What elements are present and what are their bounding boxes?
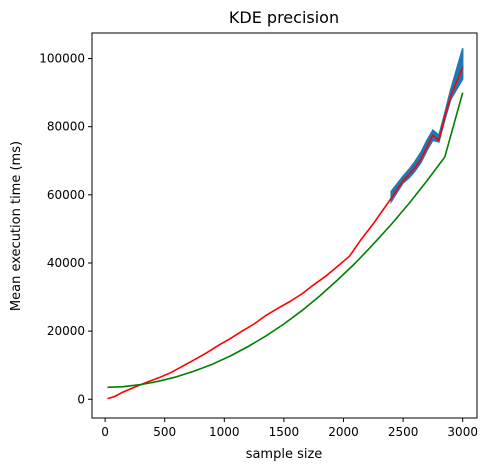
- x-tick-label: 2000: [328, 425, 359, 439]
- y-axis-ticks: 0 20000 40000 60000 80000 100000: [39, 52, 92, 406]
- x-tick-label: 2500: [388, 425, 419, 439]
- x-axis-label: sample size: [246, 447, 323, 462]
- y-tick-label: 100000: [39, 52, 85, 66]
- y-axis-label: Mean execution time (ms): [9, 141, 24, 311]
- x-tick-label: 1000: [209, 425, 240, 439]
- plot-frame: [91, 32, 478, 419]
- series-measured-line: [107, 66, 464, 400]
- x-tick-label: 1500: [269, 425, 300, 439]
- y-tick-label: 80000: [47, 120, 85, 134]
- series-fit-line: [107, 92, 464, 389]
- x-tick-label: 0: [101, 425, 109, 439]
- y-tick-label: 60000: [47, 188, 85, 202]
- chart-title: KDE precision: [229, 8, 339, 27]
- plot-marks: [107, 48, 464, 400]
- y-tick-label: 0: [77, 392, 85, 406]
- x-axis-ticks: 0 500 1000 1500 2000 2500 3000: [101, 418, 478, 439]
- y-tick-label: 20000: [47, 324, 85, 338]
- x-tick-label: 500: [153, 425, 176, 439]
- y-tick-label: 40000: [47, 256, 85, 270]
- series-band-area: [390, 48, 464, 205]
- x-tick-label: 3000: [447, 425, 478, 439]
